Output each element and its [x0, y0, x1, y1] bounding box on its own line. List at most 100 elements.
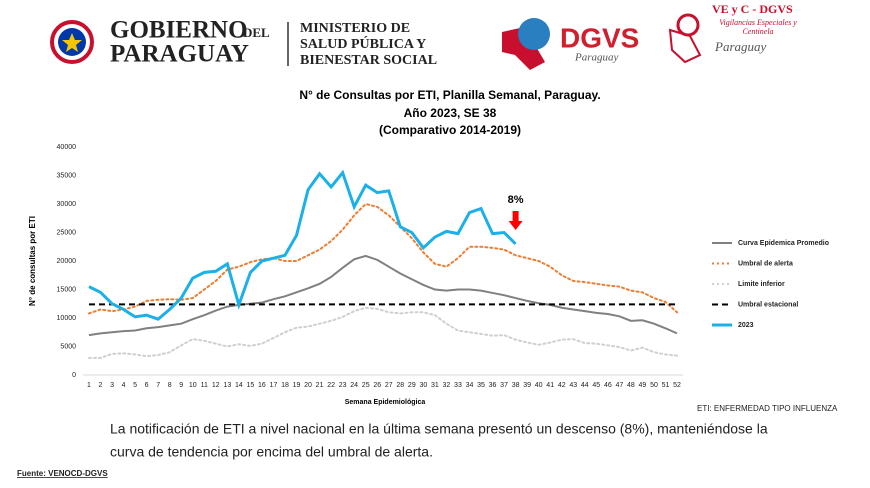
- x-tick-label: 33: [454, 382, 462, 389]
- y-tick-label: 30000: [57, 201, 77, 208]
- x-tick-label: 43: [569, 382, 577, 389]
- x-tick-label: 52: [673, 382, 681, 389]
- x-tick-label: 29: [408, 382, 416, 389]
- vec-logo: [676, 13, 700, 37]
- x-tick-label: 48: [627, 382, 635, 389]
- x-tick-label: 23: [339, 382, 347, 389]
- x-tick-label: 30: [419, 382, 427, 389]
- footnote: ETI: ENFERMEDAD TIPO INFLUENZA: [697, 404, 838, 413]
- x-tick-label: 19: [293, 382, 301, 389]
- y-tick-label: 25000: [57, 229, 77, 236]
- globe: [518, 18, 550, 50]
- x-tick-label: 18: [281, 382, 289, 389]
- x-tick-label: 41: [546, 382, 554, 389]
- x-tick-label: 40: [535, 382, 543, 389]
- x-tick-label: 17: [270, 382, 278, 389]
- map-shape: [502, 28, 545, 70]
- dgvs-text: DGVS: [560, 22, 639, 53]
- chart-title: N° de Consultas por ETI, Planilla Semana…: [299, 88, 600, 102]
- legend-label: 2023: [738, 322, 754, 329]
- x-tick-label: 21: [316, 382, 324, 389]
- legend-label: Umbral de alerta: [738, 260, 793, 267]
- x-tick-label: 37: [500, 382, 508, 389]
- x-tick-label: 2: [99, 382, 103, 389]
- x-tick-label: 38: [512, 382, 520, 389]
- x-tick-label: 12: [212, 382, 220, 389]
- vec-map: [668, 28, 702, 64]
- x-tick-label: 25: [362, 382, 370, 389]
- vec-title: VE y C - DGVS: [712, 2, 793, 16]
- x-tick-label: 13: [223, 382, 231, 389]
- x-tick-label: 7: [156, 382, 160, 389]
- x-tick-label: 36: [489, 382, 497, 389]
- x-tick-label: 14: [235, 382, 243, 389]
- vec-sub: Centinela: [742, 27, 773, 36]
- y-tick-label: 5000: [60, 343, 76, 350]
- x-tick-label: 49: [639, 382, 647, 389]
- x-tick-label: 26: [373, 382, 381, 389]
- y-tick-label: 40000: [57, 144, 77, 151]
- x-tick-label: 45: [592, 382, 600, 389]
- chart-subtitle: Año 2023, SE 38: [404, 106, 497, 120]
- x-tick-label: 9: [179, 382, 183, 389]
- x-tick-label: 8: [168, 382, 172, 389]
- chart-subtitle: (Comparativo 2014-2019): [379, 123, 521, 137]
- gov-text: DEL: [243, 25, 270, 40]
- ministry-text: SALUD PÚBLICA Y: [300, 35, 426, 52]
- y-axis-label: N° de consultas por ETI: [28, 216, 37, 306]
- x-tick-label: 42: [558, 382, 566, 389]
- series-line: [88, 254, 678, 337]
- x-tick-label: 39: [523, 382, 531, 389]
- x-tick-label: 16: [258, 382, 266, 389]
- x-tick-label: 31: [431, 382, 439, 389]
- y-tick-label: 0: [72, 372, 76, 379]
- body-text: La notificación de ETI a nivel nacional …: [110, 421, 768, 437]
- vec-paraguay: Paraguay: [714, 39, 767, 54]
- gov-text: PARAGUAY: [110, 41, 249, 68]
- y-tick-label: 10000: [57, 315, 77, 322]
- x-tick-label: 11: [201, 382, 208, 389]
- x-tick-label: 20: [304, 382, 312, 389]
- annotation-text: 8%: [508, 194, 524, 206]
- x-tick-label: 50: [650, 382, 658, 389]
- header: GOBIERNO DEL PARAGUAY MINISTERIO DE SALU…: [50, 2, 797, 70]
- x-tick-label: 3: [110, 382, 114, 389]
- x-tick-label: 24: [350, 382, 358, 389]
- x-tick-label: 10: [189, 382, 197, 389]
- x-tick-label: 46: [604, 382, 612, 389]
- x-tick-label: 28: [396, 382, 404, 389]
- x-tick-label: 22: [327, 382, 335, 389]
- body-text: curva de tendencia por encima del umbral…: [110, 444, 433, 460]
- y-tick-label: 20000: [57, 258, 77, 265]
- annotation-arrow: [508, 211, 523, 230]
- x-tick-label: 15: [246, 382, 254, 389]
- x-tick-label: 47: [615, 382, 623, 389]
- y-tick-label: 35000: [57, 172, 77, 179]
- gov-text: GOBIERNO: [110, 17, 248, 44]
- x-tick-label: 51: [662, 382, 670, 389]
- series-line: [87, 202, 679, 315]
- dgvs-sub: Paraguay: [574, 52, 619, 64]
- ministry-text: MINISTERIO DE: [300, 21, 410, 36]
- series-line: [88, 169, 517, 321]
- x-tick-label: 44: [581, 382, 589, 389]
- x-tick-label: 6: [145, 382, 149, 389]
- star: [62, 33, 82, 52]
- x-tick-label: 27: [385, 382, 393, 389]
- x-tick-label: 35: [477, 382, 485, 389]
- x-tick-label: 1: [87, 382, 91, 389]
- x-tick-label: 5: [133, 382, 137, 389]
- y-tick-label: 15000: [57, 286, 77, 293]
- x-axis-label: Semana Epidemiológica: [345, 399, 426, 406]
- x-tick-label: 4: [122, 382, 126, 389]
- series-line: [87, 306, 679, 359]
- source: Fuente: VENOCD-DGVS: [17, 469, 108, 478]
- legend-label: Limite inferior: [738, 281, 785, 288]
- x-tick-label: 32: [443, 382, 451, 389]
- vec-sub: Vigilancias Especiales y: [719, 18, 797, 27]
- legend-label: Curva Epidemica Promedio: [738, 240, 829, 247]
- x-tick-label: 34: [466, 382, 474, 389]
- legend-label: Umbral estacional: [738, 301, 798, 308]
- ministry-text: BIENESTAR SOCIAL: [300, 53, 437, 68]
